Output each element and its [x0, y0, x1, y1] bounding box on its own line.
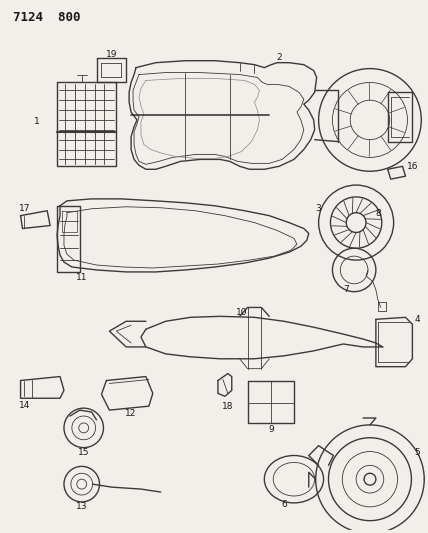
Text: 6: 6 — [281, 500, 287, 510]
Text: 8: 8 — [375, 209, 381, 218]
Text: 14: 14 — [19, 401, 30, 410]
Text: 7124  800: 7124 800 — [13, 11, 80, 25]
Text: 3: 3 — [316, 204, 321, 213]
Text: 11: 11 — [76, 273, 87, 282]
Text: 1: 1 — [34, 117, 40, 126]
Text: 2: 2 — [276, 53, 282, 62]
Text: 9: 9 — [268, 425, 274, 434]
Text: 12: 12 — [125, 409, 137, 417]
Text: 15: 15 — [78, 448, 89, 457]
Text: 5: 5 — [414, 448, 420, 457]
Text: 18: 18 — [222, 402, 234, 410]
Text: 16: 16 — [407, 162, 418, 171]
Text: 7: 7 — [343, 285, 349, 294]
Text: 19: 19 — [106, 50, 117, 59]
Text: 17: 17 — [19, 204, 30, 213]
Text: 13: 13 — [76, 502, 87, 511]
Text: 4: 4 — [414, 315, 420, 324]
Text: 10: 10 — [236, 308, 247, 317]
